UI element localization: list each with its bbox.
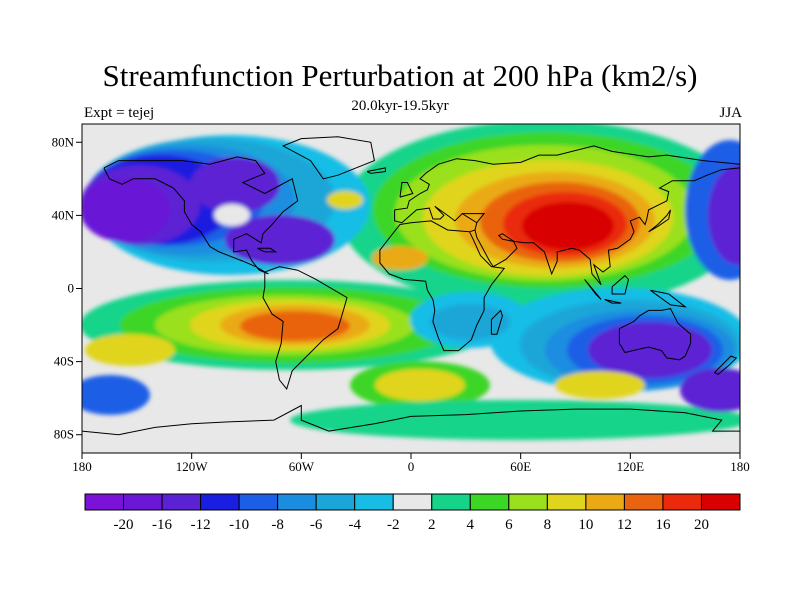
coastline-path — [379, 205, 506, 352]
coastline-path — [618, 308, 692, 361]
coastlines — [82, 136, 740, 436]
coastline-path — [648, 209, 671, 233]
latitude-axis: 80N 40N 0 40S 80S — [52, 134, 82, 442]
colorbar-swatch — [123, 493, 163, 511]
coastline-path — [281, 136, 375, 180]
colorbar-label: -16 — [152, 517, 172, 533]
colorbar-label: 10 — [578, 517, 593, 533]
colorbar-swatch — [161, 493, 202, 511]
x-tick-label: 0 — [408, 459, 415, 474]
colorbar-label: -12 — [191, 517, 211, 533]
colorbar-label: 12 — [617, 517, 632, 533]
colorbar-swatch — [662, 493, 702, 511]
colorbar-swatch — [354, 493, 394, 511]
colorbar-label: -8 — [271, 517, 284, 533]
colorbar-label: -4 — [348, 517, 361, 533]
coastline-path — [611, 275, 630, 295]
longitude-axis: 180 120W 60W 0 60E 120E 180 — [72, 453, 750, 474]
colorbar-swatch — [84, 493, 125, 511]
colorbar-label: 16 — [655, 517, 671, 533]
y-tick-label: 0 — [68, 281, 75, 296]
experiment-label: Expt = tejej — [84, 105, 155, 121]
colorbar-swatch — [238, 493, 279, 511]
coastline-path — [82, 404, 740, 436]
colorbar-label: 6 — [505, 517, 513, 533]
y-tick-label: 40S — [54, 354, 74, 369]
coastline-path — [650, 289, 687, 308]
colorbar-label: -2 — [387, 517, 400, 533]
coastline-path — [584, 279, 602, 300]
colorbar-swatch — [200, 493, 240, 511]
season-label: JJA — [719, 105, 742, 121]
x-tick-label: 180 — [730, 459, 750, 474]
colorbar-swatch — [277, 493, 317, 511]
colorbar: -20 -16 -12 -10 -8 -6 -4 -2 2 4 6 8 10 12 16 20 — [84, 493, 741, 533]
colorbar-label: 4 — [467, 517, 475, 533]
x-tick-label: 60E — [510, 459, 531, 474]
time-range-label: 20.0kyr-19.5kyr — [351, 98, 449, 114]
colorbar-swatch — [700, 493, 741, 511]
coastline-path — [399, 182, 414, 198]
colorbar-swatch — [546, 493, 587, 511]
colorbar-label: 8 — [544, 517, 552, 533]
plot-title: Streamfunction Perturbation at 200 hPa (… — [102, 58, 698, 93]
colorbar-label: 2 — [428, 517, 436, 533]
coastline-path — [394, 145, 740, 211]
colorbar-swatch — [508, 493, 548, 511]
coastline-path — [604, 299, 622, 304]
colorbar-swatch — [315, 493, 356, 511]
x-tick-label: 60W — [289, 459, 315, 474]
x-tick-label: 120W — [176, 459, 209, 474]
colorbar-label: 20 — [694, 517, 709, 533]
x-tick-label: 180 — [72, 459, 92, 474]
coastline-path — [262, 266, 348, 391]
coastline-path — [366, 167, 386, 174]
colorbar-swatch — [623, 493, 664, 511]
colorbar-swatch — [469, 493, 510, 511]
colorbar-swatch — [431, 493, 471, 511]
coastline-path — [490, 309, 503, 335]
coastline-path — [257, 247, 278, 253]
colorbar-swatch — [585, 493, 625, 511]
y-tick-label: 80S — [54, 427, 74, 442]
y-tick-label: 40N — [52, 207, 75, 222]
y-tick-label: 80N — [52, 134, 75, 149]
coastline-path — [474, 167, 740, 286]
streamfunction-field — [82, 124, 740, 453]
coastline-path — [714, 355, 738, 375]
colorbar-swatch — [392, 493, 433, 511]
colorbar-label: -20 — [114, 517, 134, 533]
coastline-path — [103, 156, 299, 275]
colorbar-label: -10 — [229, 517, 249, 533]
colorbar-label: -6 — [310, 517, 323, 533]
x-tick-label: 120E — [617, 459, 645, 474]
coastline-path — [462, 213, 486, 224]
